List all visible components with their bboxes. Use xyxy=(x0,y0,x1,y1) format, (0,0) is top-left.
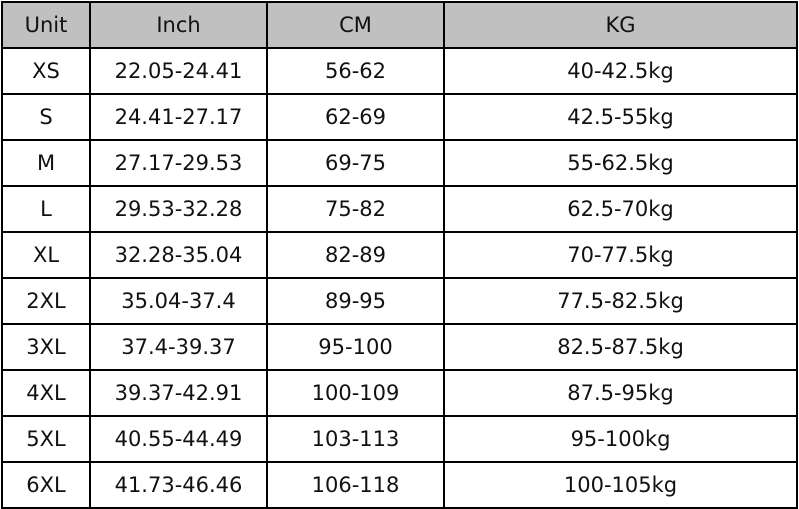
inch-cell: 32.28-35.04 xyxy=(89,231,268,279)
unit-cell: 5XL xyxy=(1,415,91,463)
inch-cell: 24.41-27.17 xyxy=(89,93,268,141)
table-row: XS 22.05-24.41 56-62 40-42.5kg xyxy=(1,47,798,95)
kg-cell: 62.5-70kg xyxy=(443,185,798,233)
unit-cell: XS xyxy=(1,47,91,95)
cm-cell: 69-75 xyxy=(266,139,445,187)
table-row: 4XL 39.37-42.91 100-109 87.5-95kg xyxy=(1,369,798,417)
table-row: M 27.17-29.53 69-75 55-62.5kg xyxy=(1,139,798,187)
kg-cell: 95-100kg xyxy=(443,415,798,463)
unit-cell: 6XL xyxy=(1,461,91,509)
cm-cell: 62-69 xyxy=(266,93,445,141)
unit-cell: S xyxy=(1,93,91,141)
kg-cell: 55-62.5kg xyxy=(443,139,798,187)
header-unit: Unit xyxy=(1,1,91,49)
table-row: 2XL 35.04-37.4 89-95 77.5-82.5kg xyxy=(1,277,798,325)
inch-cell: 41.73-46.46 xyxy=(89,461,268,509)
inch-cell: 37.4-39.37 xyxy=(89,323,268,371)
inch-cell: 29.53-32.28 xyxy=(89,185,268,233)
inch-cell: 40.55-44.49 xyxy=(89,415,268,463)
inch-cell: 35.04-37.4 xyxy=(89,277,268,325)
unit-cell: 2XL xyxy=(1,277,91,325)
table-row: XL 32.28-35.04 82-89 70-77.5kg xyxy=(1,231,798,279)
kg-cell: 40-42.5kg xyxy=(443,47,798,95)
table-row: 5XL 40.55-44.49 103-113 95-100kg xyxy=(1,415,798,463)
unit-cell: M xyxy=(1,139,91,187)
table-row: L 29.53-32.28 75-82 62.5-70kg xyxy=(1,185,798,233)
kg-cell: 100-105kg xyxy=(443,461,798,509)
kg-cell: 42.5-55kg xyxy=(443,93,798,141)
header-inch: Inch xyxy=(89,1,268,49)
cm-cell: 89-95 xyxy=(266,277,445,325)
cm-cell: 82-89 xyxy=(266,231,445,279)
unit-cell: XL xyxy=(1,231,91,279)
header-cm: CM xyxy=(266,1,445,49)
inch-cell: 39.37-42.91 xyxy=(89,369,268,417)
kg-cell: 82.5-87.5kg xyxy=(443,323,798,371)
table-row: 3XL 37.4-39.37 95-100 82.5-87.5kg xyxy=(1,323,798,371)
cm-cell: 100-109 xyxy=(266,369,445,417)
unit-cell: 4XL xyxy=(1,369,91,417)
table-row: 6XL 41.73-46.46 106-118 100-105kg xyxy=(1,461,798,509)
cm-cell: 103-113 xyxy=(266,415,445,463)
header-kg: KG xyxy=(443,1,798,49)
inch-cell: 27.17-29.53 xyxy=(89,139,268,187)
cm-cell: 56-62 xyxy=(266,47,445,95)
table-row: S 24.41-27.17 62-69 42.5-55kg xyxy=(1,93,798,141)
cm-cell: 95-100 xyxy=(266,323,445,371)
unit-cell: L xyxy=(1,185,91,233)
header-row: Unit Inch CM KG xyxy=(1,1,798,49)
kg-cell: 70-77.5kg xyxy=(443,231,798,279)
unit-cell: 3XL xyxy=(1,323,91,371)
kg-cell: 77.5-82.5kg xyxy=(443,277,798,325)
inch-cell: 22.05-24.41 xyxy=(89,47,268,95)
cm-cell: 75-82 xyxy=(266,185,445,233)
kg-cell: 87.5-95kg xyxy=(443,369,798,417)
cm-cell: 106-118 xyxy=(266,461,445,509)
